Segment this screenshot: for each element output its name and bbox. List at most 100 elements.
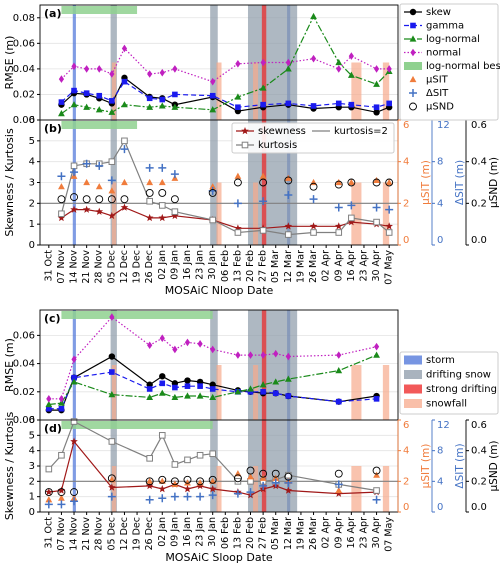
marker <box>145 163 154 172</box>
event-span <box>111 62 117 120</box>
marker <box>334 489 343 497</box>
event-span <box>216 182 222 245</box>
x-tick-label: 31 Oct <box>43 250 54 282</box>
marker <box>171 480 179 487</box>
marker <box>372 178 381 187</box>
legend-label: snowfall <box>426 399 467 410</box>
marker <box>410 22 416 29</box>
marker <box>57 488 66 497</box>
marker <box>241 127 249 135</box>
marker <box>158 188 167 197</box>
marker <box>83 178 91 186</box>
marker <box>234 388 242 395</box>
marker <box>284 65 292 72</box>
x-tick-label: 20 Feb <box>245 250 256 282</box>
y-axis-label: Skewness / Kurtosis <box>3 128 16 237</box>
marker <box>83 103 91 110</box>
x-tick-label: 19 Mar <box>295 517 306 550</box>
legend-label: μSIT <box>426 75 449 86</box>
marker <box>209 450 216 458</box>
marker <box>145 481 154 490</box>
marker <box>146 386 153 392</box>
marker <box>184 392 191 399</box>
marker <box>284 191 293 199</box>
marker <box>260 351 266 359</box>
marker <box>409 89 417 97</box>
right-axis-label: ΔSIT (m) <box>454 160 466 205</box>
marker <box>57 213 66 222</box>
marker <box>233 474 242 483</box>
x-tick-label: 30 Apr <box>371 250 382 282</box>
x-tick-label: 09 Apr <box>333 250 344 282</box>
marker <box>373 487 380 494</box>
series-line <box>48 316 377 400</box>
event-span <box>382 62 390 120</box>
right-axis-label: μSND (m) <box>488 440 500 491</box>
marker <box>146 178 154 186</box>
marker <box>120 145 129 154</box>
marker <box>170 170 179 179</box>
marker <box>70 437 78 445</box>
marker <box>373 342 380 351</box>
event-span <box>216 365 222 420</box>
x-axis-label: MOSAiC Sloop Date <box>165 551 273 564</box>
marker <box>233 178 242 187</box>
legend-box <box>399 351 499 415</box>
marker <box>109 369 115 375</box>
marker <box>348 101 355 108</box>
marker <box>409 8 417 16</box>
marker <box>259 474 267 481</box>
marker <box>159 96 166 103</box>
x-tick-label: 06 Feb <box>220 250 231 282</box>
marker <box>108 108 116 115</box>
x-tick-label: 09 Jan <box>169 517 180 547</box>
marker <box>146 455 153 462</box>
marker <box>196 479 204 486</box>
marker <box>108 353 116 360</box>
marker <box>95 207 104 215</box>
event-span <box>351 62 362 120</box>
legend-box <box>399 3 499 121</box>
x-tick-label: 30 Jan <box>207 517 218 547</box>
x-tick-label: 07 May <box>384 250 395 285</box>
event-span <box>382 365 390 420</box>
y2-tick-label: 0.6 <box>471 420 487 431</box>
marker <box>386 100 392 107</box>
marker <box>172 345 178 354</box>
x-tick-label: 13 Feb <box>232 517 243 549</box>
marker <box>84 65 90 73</box>
marker <box>45 488 53 496</box>
y-tick-label: 0.02 <box>13 89 35 100</box>
marker <box>121 78 128 85</box>
marker <box>108 483 116 491</box>
marker <box>183 485 192 493</box>
marker <box>373 176 380 184</box>
x-tick-label: 30 Jan <box>207 250 218 280</box>
marker <box>70 168 79 177</box>
x-tick-label: 12 Dec <box>119 250 130 284</box>
legend-box <box>231 122 395 154</box>
y2-tick-label: 0 <box>403 502 409 513</box>
x-tick-label: 21 Nov <box>81 250 92 284</box>
panel-label: (a) <box>44 7 61 20</box>
marker <box>57 172 66 181</box>
marker <box>70 205 78 213</box>
event-span <box>351 182 362 245</box>
marker <box>373 80 380 87</box>
marker <box>310 229 317 236</box>
marker <box>121 178 128 186</box>
y-tick-label: 6 <box>29 115 35 126</box>
marker <box>95 161 104 170</box>
x-tick-label: 02 Apr <box>321 517 332 549</box>
x-tick-label: 05 Dec <box>106 517 117 551</box>
marker <box>260 101 266 108</box>
marker <box>71 355 77 364</box>
marker <box>208 475 217 484</box>
marker <box>271 478 280 487</box>
marker <box>107 492 116 501</box>
marker <box>96 92 103 99</box>
marker <box>172 65 178 73</box>
series-line <box>48 354 377 406</box>
marker <box>348 52 354 60</box>
